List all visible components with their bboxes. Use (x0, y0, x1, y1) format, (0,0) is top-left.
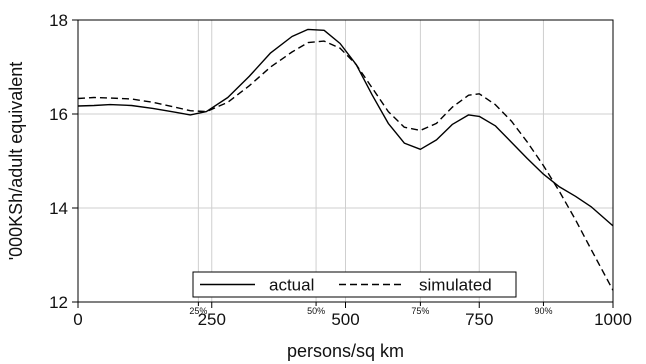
percentile-label: 90% (534, 306, 552, 316)
y-tick-label: 18 (49, 11, 68, 30)
grid (78, 20, 613, 302)
series-lines (77, 28, 614, 291)
axis-ticks: 0 250 500 750 1000 25% 50% 75% 90% 12 14 16 18 (49, 11, 632, 329)
legend-label-actual: actual (269, 276, 314, 295)
percentile-label: 25% (189, 306, 207, 316)
series-line-simulated (77, 40, 614, 291)
x-tick-label: 250 (198, 310, 226, 329)
percentile-label: 50% (307, 306, 325, 316)
series-line-actual (77, 28, 614, 227)
percentile-label: 75% (411, 306, 429, 316)
x-axis-title: persons/sq km (287, 341, 404, 361)
y-axis-title: '000KSh/adult equivalent (6, 62, 26, 261)
legend-label-simulated: simulated (419, 276, 492, 295)
x-tick-label: 750 (465, 310, 493, 329)
y-tick-label: 14 (49, 199, 68, 218)
y-tick-label: 16 (49, 105, 68, 124)
x-tick-label: 500 (331, 310, 359, 329)
y-tick-label: 12 (49, 293, 68, 312)
x-tick-label: 1000 (594, 310, 632, 329)
legend: actual simulated (192, 271, 517, 298)
x-tick-label: 0 (73, 310, 82, 329)
